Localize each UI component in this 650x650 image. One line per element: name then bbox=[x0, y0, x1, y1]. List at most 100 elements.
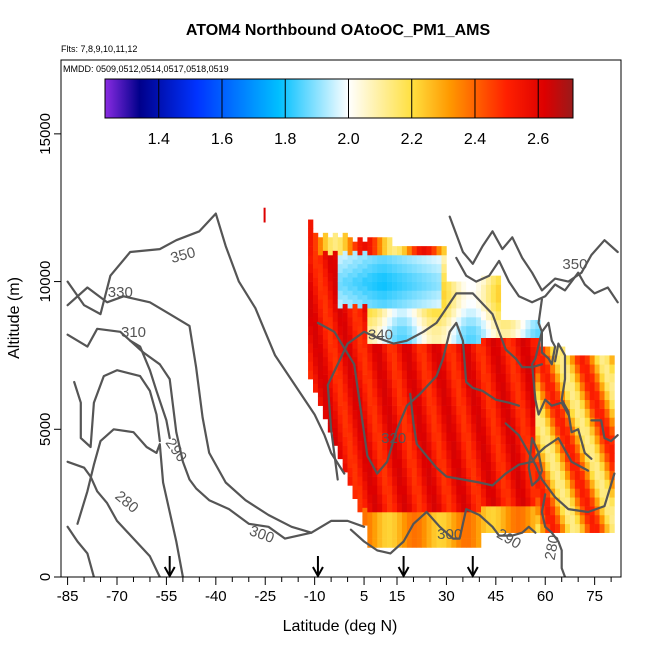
heatmap-cell bbox=[431, 423, 437, 433]
heatmap-cell bbox=[387, 272, 393, 282]
heatmap-cell bbox=[589, 479, 595, 489]
heatmap-cell bbox=[416, 281, 422, 291]
heatmap-cell bbox=[406, 458, 413, 468]
heatmap-cell bbox=[342, 259, 348, 269]
heatmap-cell bbox=[313, 259, 319, 269]
heatmap-cell bbox=[555, 479, 561, 489]
heatmap-cell bbox=[392, 467, 398, 477]
heatmap-cell bbox=[466, 520, 472, 531]
heatmap-cell bbox=[377, 423, 383, 433]
heatmap-cell bbox=[392, 503, 398, 513]
heatmap-cell bbox=[436, 379, 442, 389]
heatmap-cell bbox=[308, 299, 314, 309]
heatmap-cell bbox=[308, 352, 314, 362]
heatmap-cell bbox=[569, 452, 576, 463]
heatmap-cell bbox=[401, 512, 408, 522]
heatmap-cell bbox=[342, 365, 348, 375]
heatmap-cell bbox=[584, 390, 590, 401]
heatmap-cell bbox=[397, 503, 403, 513]
y-tick-label: 15000 bbox=[37, 113, 54, 155]
heatmap-cell bbox=[476, 512, 482, 522]
heatmap-cell bbox=[416, 538, 422, 548]
heatmap-cell bbox=[416, 458, 422, 468]
y-tick-label: 10000 bbox=[37, 261, 54, 303]
heatmap-cell bbox=[332, 250, 338, 260]
heatmap-cell bbox=[555, 373, 561, 383]
heatmap-cell bbox=[397, 396, 403, 406]
heatmap-cell bbox=[401, 503, 408, 513]
heatmap-cell bbox=[471, 423, 477, 433]
heatmap-cell bbox=[550, 435, 556, 445]
heatmap-cell bbox=[495, 293, 502, 303]
heatmap-cell bbox=[461, 308, 467, 318]
heatmap-cell bbox=[510, 488, 516, 498]
heatmap-cell bbox=[505, 319, 511, 330]
heatmap-cell bbox=[387, 325, 393, 336]
heatmap-cell bbox=[565, 399, 571, 409]
heatmap-cell bbox=[456, 405, 462, 415]
heatmap-cell bbox=[416, 379, 422, 389]
heatmap-cell bbox=[327, 396, 334, 406]
heatmap-cell bbox=[387, 467, 393, 477]
heatmap-cell bbox=[485, 328, 492, 338]
heatmap-cell bbox=[352, 392, 358, 402]
heatmap-cell bbox=[461, 538, 467, 548]
heatmap-cell bbox=[352, 312, 358, 322]
heatmap-cell bbox=[317, 272, 324, 282]
heatmap-cell bbox=[313, 356, 319, 367]
heatmap-cell bbox=[357, 449, 363, 460]
heatmap-cell bbox=[401, 299, 408, 309]
heatmap-cell bbox=[401, 494, 408, 504]
heatmap-cell bbox=[357, 387, 363, 398]
heatmap-cell bbox=[490, 435, 497, 445]
heatmap-cell bbox=[332, 339, 338, 349]
heatmap-cell bbox=[481, 426, 487, 436]
heatmap-cell bbox=[416, 405, 422, 415]
heatmap-cell bbox=[510, 444, 516, 454]
heatmap-cell bbox=[495, 408, 502, 418]
heatmap-cell bbox=[392, 272, 398, 282]
heatmap-cell bbox=[352, 374, 358, 384]
heatmap-cell bbox=[505, 399, 511, 409]
heatmap-cell bbox=[441, 361, 447, 371]
heatmap-cell bbox=[406, 441, 413, 451]
heatmap-cell bbox=[337, 343, 343, 353]
contour-label-text: 280 bbox=[542, 534, 563, 562]
heatmap-cell bbox=[387, 246, 393, 256]
heatmap-cell bbox=[569, 523, 576, 533]
heatmap-cell bbox=[490, 284, 497, 294]
heatmap-cell bbox=[456, 281, 462, 291]
heatmap-cell bbox=[357, 237, 363, 247]
heatmap-cell bbox=[421, 432, 427, 442]
heatmap-cell bbox=[436, 458, 442, 468]
heatmap-cell bbox=[446, 343, 452, 353]
heatmap-cell bbox=[421, 263, 427, 274]
x-axis: -85 -70 -55 -40 -25 -10 5 15 30 45 60 75 bbox=[57, 577, 612, 605]
heatmap-cell bbox=[560, 408, 566, 418]
heatmap-cell bbox=[490, 497, 497, 507]
heatmap-cell bbox=[322, 348, 329, 358]
heatmap-cell bbox=[362, 507, 368, 517]
heatmap-cell bbox=[362, 472, 368, 482]
heatmap-cell bbox=[520, 382, 526, 392]
heatmap-cell bbox=[342, 436, 348, 446]
heatmap-cell bbox=[431, 520, 437, 531]
heatmap-cell bbox=[392, 361, 398, 371]
heatmap-cell bbox=[377, 396, 383, 406]
heatmap-cell bbox=[461, 467, 467, 477]
heatmap-cell bbox=[406, 263, 413, 274]
heatmap-cell bbox=[382, 352, 388, 362]
heatmap-cell bbox=[579, 382, 586, 392]
heatmap-cell bbox=[495, 337, 502, 347]
heatmap-cell bbox=[372, 308, 378, 318]
heatmap-cell bbox=[411, 512, 418, 522]
heatmap-cell bbox=[476, 396, 482, 406]
heatmap-cell bbox=[342, 241, 348, 251]
heatmap-cell bbox=[574, 417, 581, 427]
heatmap-cell bbox=[382, 467, 388, 477]
heatmap-cell bbox=[401, 334, 408, 344]
heatmap-cell bbox=[347, 458, 353, 468]
contour-line bbox=[66, 525, 95, 577]
heatmap-cell bbox=[490, 346, 497, 356]
heatmap-cell bbox=[476, 520, 482, 531]
